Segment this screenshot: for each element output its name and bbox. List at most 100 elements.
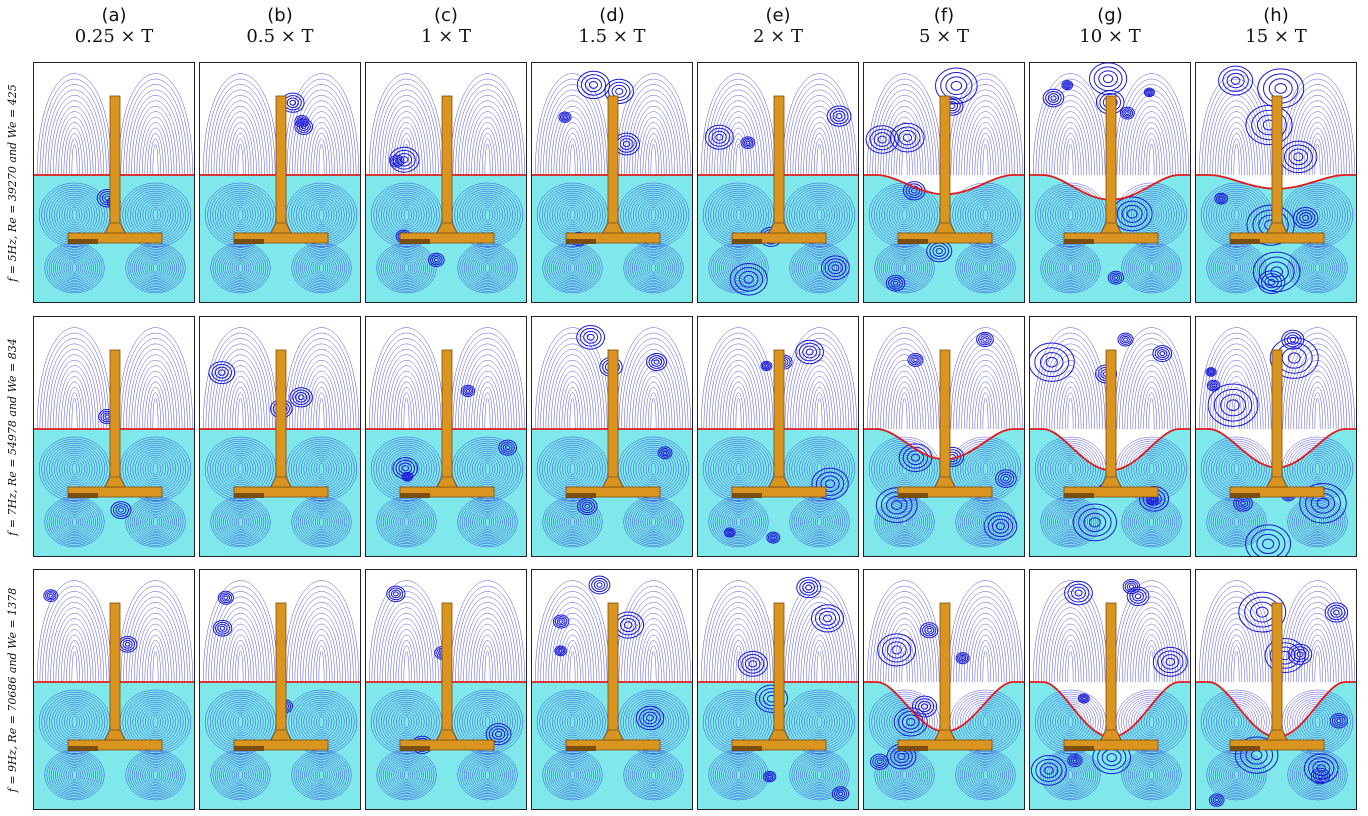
streamline [142, 255, 169, 281]
streamline [223, 252, 258, 284]
streamline [791, 751, 848, 799]
streamline [212, 751, 269, 799]
vortex [1072, 503, 1118, 542]
streamline [953, 338, 1018, 430]
vortex-ring [760, 360, 773, 372]
streamline [1214, 105, 1259, 176]
streamline [638, 198, 669, 232]
vortex-ring [1206, 368, 1216, 376]
streamline [1123, 751, 1180, 799]
vortex-ring [1071, 586, 1086, 600]
streamline [306, 705, 337, 739]
vortex-ring [875, 487, 918, 524]
impeller-hub [436, 729, 458, 741]
streamline [961, 354, 1010, 430]
streamline [1140, 256, 1163, 280]
vortex [1064, 580, 1093, 606]
vortex [890, 122, 925, 153]
streamline [147, 711, 164, 733]
streamline [806, 762, 833, 788]
impeller-blade-shadow [732, 493, 762, 498]
streamline [896, 711, 913, 733]
column-letter: (h) [1263, 5, 1289, 26]
streamline [1048, 249, 1093, 287]
vortex-ring [433, 257, 439, 263]
streamline [1289, 244, 1346, 292]
streamline [1217, 757, 1256, 793]
panel-canvas [1196, 317, 1356, 556]
streamline [232, 458, 249, 480]
streamline [221, 504, 260, 540]
vortex-ring [392, 457, 419, 480]
streamline [147, 204, 164, 226]
streamline [58, 370, 91, 430]
vortex-ring [1042, 88, 1065, 108]
streamline [812, 260, 827, 276]
streamline [142, 762, 169, 788]
streamline [872, 591, 937, 683]
streamline [730, 711, 747, 733]
streamline [1059, 256, 1082, 280]
streamline [306, 253, 337, 283]
vortex-ring [913, 357, 918, 363]
vortex-ring [223, 595, 229, 600]
panel-r2-c6 [1029, 569, 1191, 810]
streamline [705, 184, 772, 246]
streamline [648, 261, 659, 275]
streamline [559, 509, 586, 535]
streamline [811, 711, 828, 733]
streamline [795, 754, 844, 796]
streamline [229, 256, 252, 280]
streamline [142, 707, 169, 737]
streamline [1141, 709, 1162, 735]
streamline [957, 751, 1014, 799]
vortex [995, 469, 1017, 489]
vortex-ring [1206, 379, 1221, 392]
streamline [705, 438, 772, 500]
streamline [472, 198, 503, 232]
vortex-ring [1119, 106, 1135, 120]
streamline [972, 509, 999, 535]
streamline [806, 707, 833, 737]
streamline [1304, 255, 1331, 281]
streamline [567, 206, 578, 224]
vortex-ring [398, 462, 412, 474]
streamline [650, 650, 657, 683]
vortex-ring [577, 497, 598, 516]
impeller-hub [768, 476, 790, 488]
vortex-ring [296, 120, 311, 133]
vortex-ring [1269, 337, 1319, 379]
streamline [1062, 133, 1079, 176]
streamline [1302, 452, 1333, 486]
vortex-ring [289, 99, 297, 106]
streamline [232, 387, 249, 430]
streamline [1219, 506, 1254, 538]
streamline [316, 768, 327, 782]
streamline [1063, 514, 1078, 530]
streamline [643, 456, 664, 482]
streamline [646, 260, 661, 276]
streamline [1315, 263, 1320, 273]
streamline [817, 770, 822, 780]
streamline [238, 517, 243, 527]
streamline [65, 258, 84, 278]
streamline [461, 752, 514, 798]
row-label-0: f = 5Hz, Re = 39270 and We = 425 [6, 83, 19, 282]
vortex-ring [826, 105, 852, 127]
streamline [1204, 591, 1269, 683]
vortex [1329, 713, 1348, 729]
streamline [896, 133, 913, 176]
streamline [479, 640, 496, 683]
streamline [289, 591, 354, 683]
streamline [723, 452, 754, 486]
streamline [454, 438, 521, 500]
streamline [1146, 768, 1157, 782]
streamline [152, 397, 159, 430]
streamline [218, 359, 263, 430]
vortex [1292, 207, 1319, 229]
vortex-ring [556, 617, 566, 626]
streamline [957, 498, 1014, 546]
streamline [319, 263, 324, 273]
streamline [1304, 762, 1331, 788]
streamline [297, 754, 346, 796]
